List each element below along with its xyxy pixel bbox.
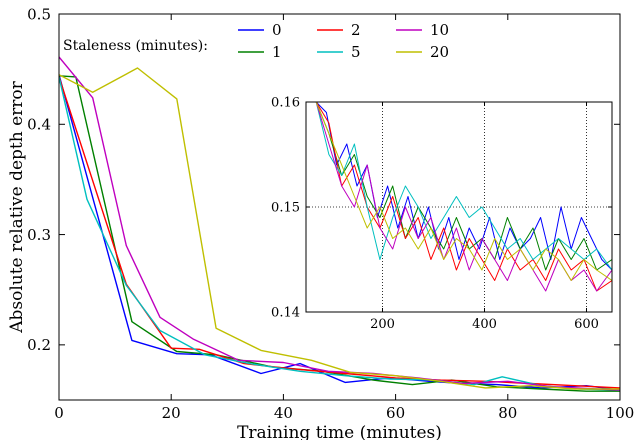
inset-series-line-5 [315, 102, 612, 271]
y-tick-label: 0.3 [27, 226, 51, 244]
inset-series-line-0 [315, 102, 612, 271]
inset-y-tick-label: 0.15 [271, 201, 300, 216]
legend-item-5: 5 [317, 43, 361, 61]
inset-x-tick-label: 600 [574, 317, 599, 332]
series-lines [59, 56, 620, 392]
series-line-0 [59, 74, 620, 391]
inset-series-line-2 [315, 102, 612, 292]
legend-label-1: 1 [272, 43, 282, 61]
legend-item-20: 20 [396, 43, 449, 61]
y-tick-label: 0.5 [27, 5, 51, 23]
legend-item-1: 1 [238, 43, 282, 61]
inset-x-tick-label: 400 [472, 317, 497, 332]
x-axis-title: Training time (minutes) [237, 423, 442, 440]
legend-item-2: 2 [317, 21, 361, 39]
y-tick-label: 0.4 [27, 116, 51, 134]
legend: Staleness (minutes): 0 1 2 5 10 20 [63, 21, 449, 61]
legend-label-10: 10 [430, 21, 449, 39]
legend-item-0: 0 [238, 21, 282, 39]
x-tick-label: 100 [606, 404, 635, 422]
legend-label-5: 5 [351, 43, 361, 61]
inset-y-tick-label: 0.14 [271, 306, 300, 321]
inset-x-tick-label: 200 [370, 317, 395, 332]
x-tick-label: 0 [54, 404, 64, 422]
inset-y-tick-label: 0.16 [271, 96, 300, 111]
y-tick-label: 0.2 [27, 336, 51, 354]
inset-series-line-1 [315, 102, 612, 271]
x-tick-label: 40 [274, 404, 293, 422]
x-tick-label: 80 [498, 404, 517, 422]
inset-series-lines [315, 102, 612, 292]
inset-plot: 200 400 600 0.14 0.15 0.16 [271, 96, 613, 332]
x-tick-label: 60 [386, 404, 405, 422]
series-line-5 [59, 76, 620, 391]
legend-title: Staleness (minutes): [63, 38, 208, 54]
legend-label-20: 20 [430, 43, 449, 61]
legend-item-10: 10 [396, 21, 449, 39]
legend-label-0: 0 [272, 21, 282, 39]
series-line-10 [59, 56, 620, 391]
legend-label-2: 2 [351, 21, 361, 39]
series-line-20 [59, 67, 620, 390]
x-tick-label: 20 [162, 404, 181, 422]
inset-series-line-20 [315, 102, 612, 281]
y-axis-title: Absolute relative depth error [7, 80, 27, 333]
plot-frame [58, 13, 621, 401]
